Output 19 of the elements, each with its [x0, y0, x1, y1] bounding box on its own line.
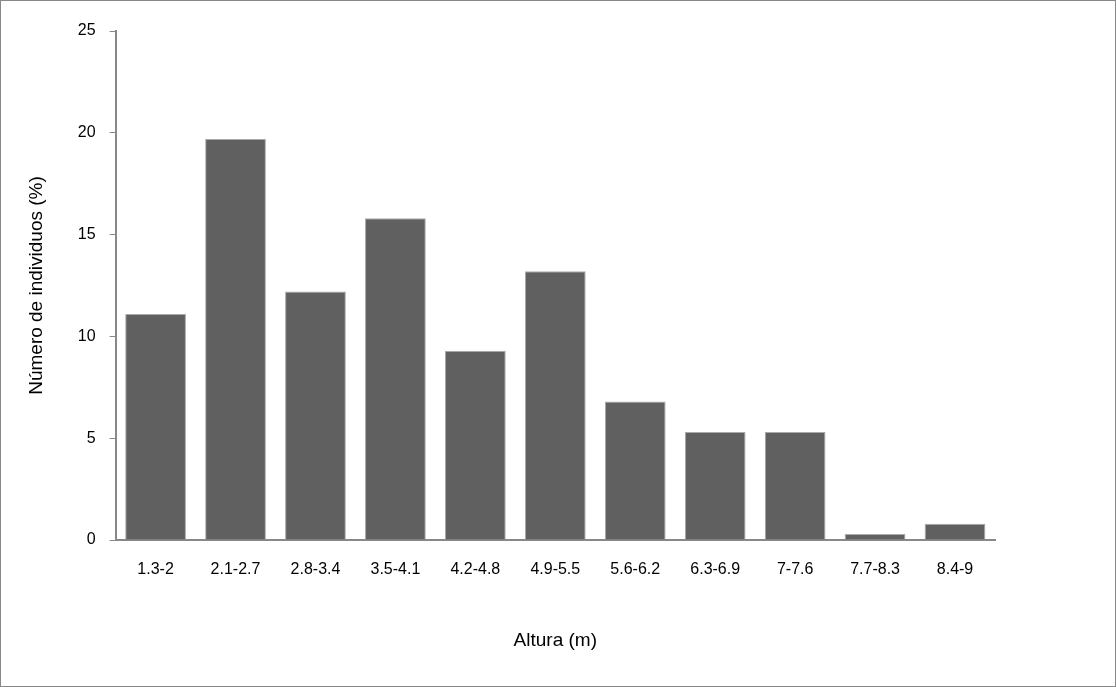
y-axis-title: Número de individuos (%) [24, 176, 46, 395]
x-axis-title: Altura (m) [513, 628, 597, 650]
x-tick-label: 5.6-6.2 [610, 560, 661, 578]
y-tick-label: 25 [77, 21, 96, 39]
y-tick-label: 20 [77, 123, 96, 141]
y-tick-label: 10 [77, 326, 96, 344]
y-tick-label: 15 [77, 225, 96, 243]
y-tick-label: 5 [86, 428, 96, 446]
x-tick-label: 6.3-6.9 [690, 560, 741, 578]
x-tick-label: 4.2-4.8 [450, 560, 501, 578]
x-tick-label: 7.7-8.3 [850, 560, 901, 578]
x-tick-label: 4.9-5.5 [530, 560, 581, 578]
x-tick-label: 2.1-2.7 [210, 560, 261, 578]
x-tick-label: 1.3-2 [137, 560, 174, 578]
x-tick-label: 8.4-9 [936, 560, 974, 578]
x-tick-label: 2.8-3.4 [290, 560, 341, 578]
x-tick-label: 3.5-4.1 [370, 560, 421, 578]
y-tick-label: 0 [86, 530, 96, 548]
x-tick-label: 7-7.6 [776, 560, 814, 578]
